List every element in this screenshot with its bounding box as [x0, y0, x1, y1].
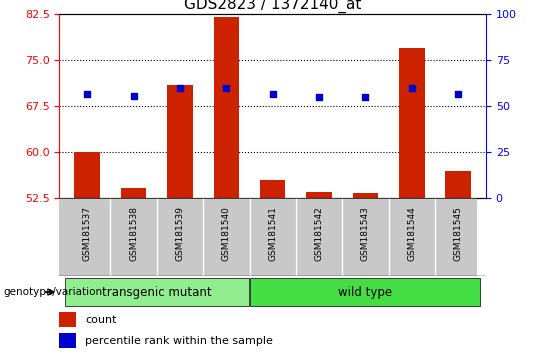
Point — [361, 94, 370, 100]
Bar — [399, 48, 424, 198]
Bar — [59, 333, 77, 348]
Bar — [260, 180, 286, 198]
Bar — [214, 17, 239, 198]
Bar — [306, 192, 332, 198]
Text: wild type: wild type — [339, 286, 393, 298]
Text: GSM181541: GSM181541 — [268, 206, 277, 261]
Title: GDS2823 / 1372140_at: GDS2823 / 1372140_at — [184, 0, 361, 13]
Point — [315, 94, 323, 100]
Point — [222, 85, 231, 91]
Bar — [167, 85, 193, 198]
Text: GSM181540: GSM181540 — [222, 206, 231, 261]
Text: percentile rank within the sample: percentile rank within the sample — [85, 336, 273, 346]
Bar — [59, 312, 77, 327]
Bar — [446, 171, 471, 198]
Bar — [65, 278, 248, 306]
Point — [83, 91, 92, 97]
Point — [268, 91, 277, 97]
Bar — [75, 152, 100, 198]
Text: GSM181544: GSM181544 — [407, 206, 416, 261]
Point — [176, 85, 184, 91]
Point — [408, 85, 416, 91]
Text: GSM181538: GSM181538 — [129, 206, 138, 261]
Point — [454, 91, 462, 97]
Text: GSM181539: GSM181539 — [176, 206, 185, 261]
Text: GSM181545: GSM181545 — [454, 206, 463, 261]
Text: transgenic mutant: transgenic mutant — [102, 286, 212, 298]
Text: GSM181543: GSM181543 — [361, 206, 370, 261]
Text: GSM181537: GSM181537 — [83, 206, 92, 261]
Point — [129, 93, 138, 99]
Text: count: count — [85, 315, 117, 325]
Bar — [353, 193, 378, 198]
Text: GSM181542: GSM181542 — [315, 206, 323, 261]
Bar — [121, 188, 146, 198]
Bar — [251, 278, 481, 306]
Text: genotype/variation: genotype/variation — [3, 287, 102, 297]
